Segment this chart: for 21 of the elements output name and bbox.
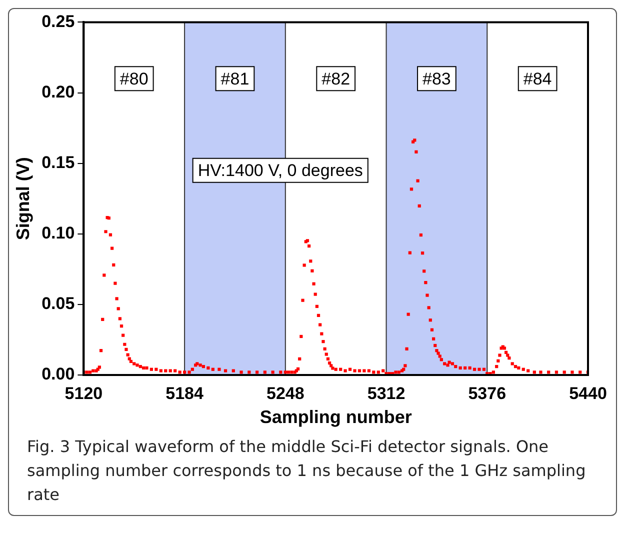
x-tick-label: 5120 [64,384,103,403]
x-tick-label: 5248 [266,384,304,403]
x-tick-label: 5184 [166,384,204,403]
y-axis-title: Signal (V) [12,157,33,240]
y-tick-label: 0.05 [42,294,75,314]
annotation: #83 [422,69,451,88]
y-tick-label: 0.20 [42,82,75,102]
annotation: HV:1400 V, 0 degrees [198,161,363,180]
x-tick-label: 5376 [468,384,506,403]
y-tick-label: 0.10 [42,224,75,243]
annotation: #80 [120,69,148,88]
caption: Fig. 3 Typical waveform of the middle Sci-Fi detector signals. One sampling number corresponds to 1 ns because of the 1 GHz sampling rate [26,436,587,506]
y-tick-label: 0.00 [42,364,75,384]
y-tick-label: 0.25 [42,12,75,31]
x-axis-title: Sampling number [260,407,412,428]
annotation: #81 [220,69,250,88]
annotation: #84 [523,69,552,88]
y-tick-label: 0.15 [42,153,75,172]
x-tick-label: 5312 [367,384,406,403]
annotation: #82 [322,69,350,88]
x-tick-label: 5440 [569,384,607,403]
